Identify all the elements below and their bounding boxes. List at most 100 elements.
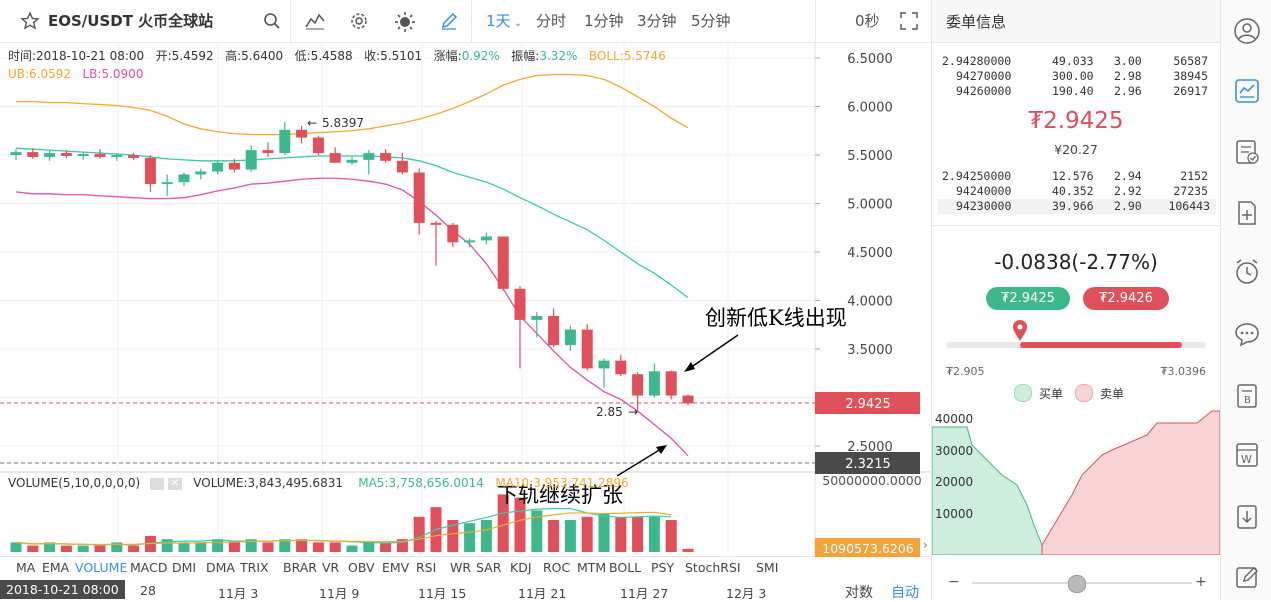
volume-bar <box>27 545 39 552</box>
log-scale-toggle[interactable]: 对数 <box>845 585 873 601</box>
alarm-icon[interactable] <box>1233 258 1261 286</box>
indicator-tab-stochrsi[interactable]: StochRSI <box>685 560 741 575</box>
symbol-title[interactable]: EOS/USDT 火币全球站 <box>48 12 214 30</box>
last-price: ₮2.9425 <box>1028 108 1124 134</box>
checklist-icon[interactable] <box>1233 138 1261 166</box>
bid-row[interactable]: 94230000 39.966 2.90 106443 <box>938 199 1216 214</box>
indicator-tab-trix[interactable]: TRIX <box>240 560 269 575</box>
candle-body <box>531 316 543 320</box>
indicator-tab-psy[interactable]: PSY <box>651 560 675 575</box>
chart-icon[interactable] <box>1233 77 1261 105</box>
indicator-tab-vr[interactable]: VR <box>322 560 340 575</box>
location-pin-icon[interactable] <box>1012 320 1028 342</box>
fullscreen-icon[interactable] <box>899 11 919 31</box>
timeframe-3min[interactable]: 3分钟 <box>637 12 677 30</box>
indicator-tab-dma[interactable]: DMA <box>206 560 235 575</box>
volume-bar <box>228 542 240 552</box>
ask-sum: 26917 <box>1173 84 1208 98</box>
close-small-icon[interactable]: ✕ <box>167 477 182 490</box>
buy-price-button[interactable]: ₮2.9425 <box>986 287 1070 310</box>
timeframe-5min[interactable]: 5分钟 <box>691 12 731 30</box>
ask-sum: 38945 <box>1173 69 1208 83</box>
indicator-tab-macd[interactable]: MACD <box>130 560 168 575</box>
indicator-tab-mtm[interactable]: MTM <box>577 560 607 575</box>
ask-sum: 56587 <box>1173 54 1208 68</box>
timeframe-realtime[interactable]: 分时 <box>536 12 567 30</box>
timeframe-1d[interactable]: 1天 ⌄ <box>486 12 523 30</box>
legend-open: 开:5.4592 <box>155 49 214 63</box>
whitepaper-icon[interactable]: W <box>1233 441 1261 469</box>
candle-body <box>60 153 72 156</box>
price-axis-label: 5.0000 <box>847 198 893 213</box>
indicator-tab-emv[interactable]: EMV <box>382 560 410 575</box>
candle-body <box>312 137 324 154</box>
kline-chart[interactable]: 6.5000 6.0000 5.5000 5.0000 4.5000 4.0000 3.50… <box>0 42 930 557</box>
last-price-tag <box>815 392 920 414</box>
time-tick: 12月 3 <box>726 586 767 601</box>
indicator-tab-roc[interactable]: ROC <box>543 560 571 575</box>
edit-icon[interactable] <box>1233 563 1261 591</box>
buy-legend-label: 买单 <box>1039 387 1064 401</box>
indicator-icon[interactable] <box>304 11 325 31</box>
ask-price: 2.94280000 <box>942 54 1012 68</box>
download-icon[interactable] <box>1233 503 1261 531</box>
indicator-tab-volume[interactable]: VOLUME <box>75 560 128 575</box>
sell-price-button[interactable]: ₮2.9426 <box>1083 287 1169 310</box>
volume-tag-text: 1090573.6206 <box>822 541 914 556</box>
bid-row[interactable]: 2.94250000 12.576 2.94 2152 <box>932 169 1220 184</box>
volume-bar <box>296 539 308 552</box>
indicator-tab-ma[interactable]: MA <box>16 560 36 575</box>
expand-chevron-icon[interactable]: › <box>923 538 928 552</box>
indicator-tab-obv[interactable]: OBV <box>348 560 375 575</box>
draw-pen-icon[interactable] <box>439 11 459 31</box>
indicator-tab-wr[interactable]: WR <box>450 560 472 575</box>
orderbook-title: 委单信息 <box>946 13 1007 31</box>
orderbook-header: 委单信息 <box>932 0 1220 43</box>
legend-low: 低:5.4588 <box>294 49 353 63</box>
zoom-in-button[interactable]: + <box>1195 574 1207 590</box>
indicator-tab-rsi[interactable]: RSI <box>416 560 437 575</box>
bid-amount: 12.576 <box>1052 169 1094 183</box>
volume-tag <box>815 538 920 557</box>
zoom-handle[interactable] <box>1068 575 1086 593</box>
indicator-tab-kdj[interactable]: KDJ <box>510 560 532 575</box>
chat-icon[interactable] <box>1233 320 1261 348</box>
time-axis: 2018-10-21 08:00 28 11月 3 11月 9 11月 15 1… <box>0 580 930 601</box>
candle-body <box>10 152 22 155</box>
indicator-tab-brar[interactable]: BRAR <box>283 560 317 575</box>
user-icon[interactable] <box>1233 17 1261 45</box>
theme-sun-icon[interactable] <box>394 11 415 32</box>
volume-bar <box>464 523 476 552</box>
settings-small-icon[interactable] <box>149 477 164 490</box>
timeframe-1min[interactable]: 1分钟 <box>584 12 624 30</box>
indicator-tab-boll[interactable]: BOLL <box>609 560 642 575</box>
star-icon[interactable] <box>20 11 40 31</box>
ask-row[interactable]: 94260000 190.40 2.96 26917 <box>932 84 1220 99</box>
volume-bar <box>279 539 291 552</box>
indicator-tab-ema[interactable]: EMA <box>42 560 70 575</box>
range-low: ₮2.905 <box>946 365 985 378</box>
ask-row[interactable]: 94270000 300.00 2.98 38945 <box>932 69 1220 84</box>
zoom-out-button[interactable]: − <box>948 574 960 590</box>
auto-scale-toggle[interactable]: 自动 <box>891 585 919 601</box>
indicator-tab-dmi[interactable]: DMI <box>172 560 197 575</box>
depth-chart[interactable]: 40000 30000 20000 10000 <box>932 405 1220 555</box>
bid-row[interactable]: 94240000 40.352 2.92 27235 <box>932 184 1220 199</box>
candle-body <box>430 222 442 225</box>
candle-body <box>245 150 257 170</box>
ask-row[interactable]: 2.94280000 49.033 3.00 56587 <box>932 54 1220 69</box>
settings-gear-icon[interactable] <box>349 11 369 31</box>
volume-bar <box>480 520 492 552</box>
candle-body <box>665 371 677 396</box>
indicator-tab-smi[interactable]: SMI <box>756 560 779 575</box>
add-page-icon[interactable] <box>1233 199 1261 227</box>
bid-amount: 40.352 <box>1052 184 1094 198</box>
volume-ma10-line <box>15 511 672 546</box>
legend-ub: UB:6.0592 <box>8 67 72 81</box>
ledger-icon[interactable]: B <box>1233 382 1261 410</box>
range-high: ₮3.0396 <box>1160 365 1207 378</box>
search-icon[interactable] <box>262 11 282 31</box>
indicator-tab-sar[interactable]: SAR <box>476 560 502 575</box>
volume-bar <box>346 545 358 552</box>
volume-bar <box>178 542 190 552</box>
